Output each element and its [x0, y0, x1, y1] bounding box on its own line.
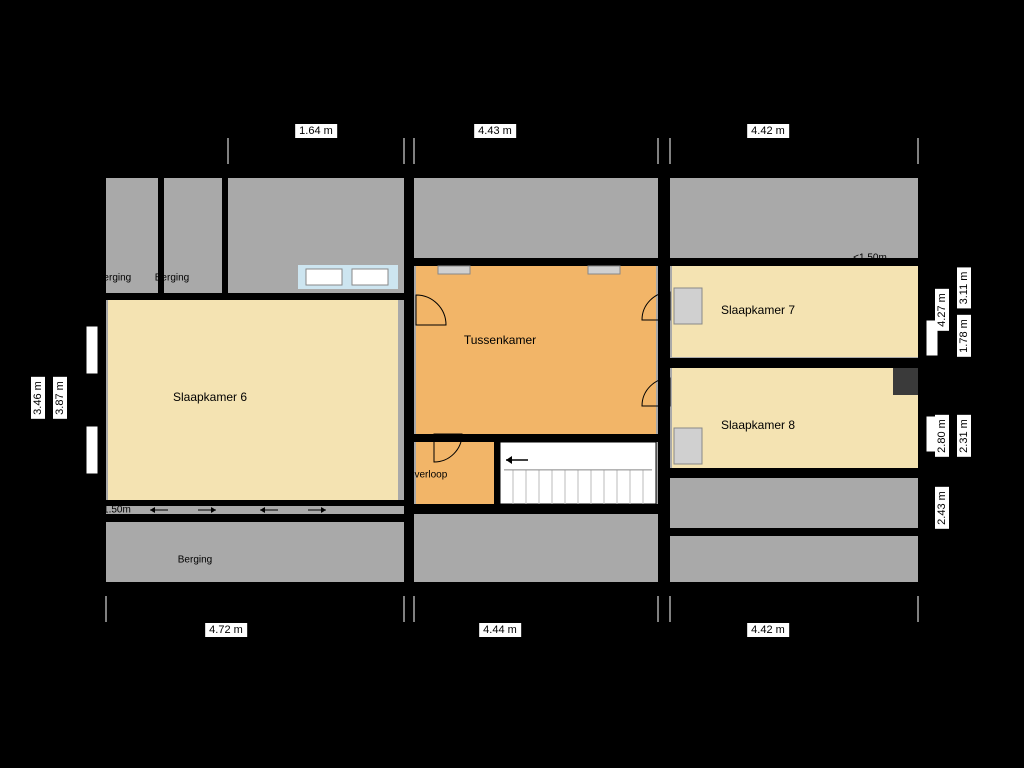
dim-label-bot1: 4.72 m	[205, 623, 247, 637]
room-label-berging1_lbl: Berging	[97, 273, 131, 284]
room-slaap6	[108, 300, 398, 500]
room-label-note1: <1.50m	[97, 505, 131, 516]
room-slaap8	[672, 368, 920, 468]
room-label-overloop_lbl: Overloop	[407, 470, 448, 481]
dim-label-r4: 2.80 m	[935, 415, 949, 457]
room-label-note2: <1.50m	[853, 253, 887, 264]
dim-label-r2: 3.11 m	[957, 268, 971, 309]
room-bot_mid	[416, 514, 656, 580]
floorplan-svg	[0, 0, 1024, 768]
room-bot_r_lower	[672, 536, 920, 580]
room-tussen	[416, 265, 656, 435]
dim-label-r5: 2.31 m	[957, 415, 971, 457]
dim-label-top2: 4.43 m	[474, 124, 516, 138]
room-label-slaap7_lbl: Slaapkamer 7	[721, 303, 795, 317]
room-label-berging2_lbl: Berging	[155, 273, 189, 284]
room-label-berging_bot_lbl: Berging	[178, 555, 212, 566]
dim-label-l1: 3.46 m	[31, 377, 45, 419]
dim-label-r6: 2.43 m	[935, 487, 949, 529]
dim-label-r1: 4.27 m	[935, 289, 949, 331]
room-berging_bot	[108, 522, 398, 580]
dim-label-top1: 1.64 m	[295, 124, 337, 138]
room-slaap7	[672, 265, 920, 357]
dim-label-l2: 3.87 m	[53, 377, 67, 419]
dim-label-bot2: 4.44 m	[479, 623, 521, 637]
floorplan-stage: Berging Berging Slaapkamer 6 Tussenkamer Ove…	[0, 0, 1024, 768]
dim-label-top3: 4.42 m	[747, 124, 789, 138]
dim-label-bot3: 4.42 m	[747, 623, 789, 637]
room-label-tussen_lbl: Tussenkamer	[464, 333, 536, 347]
dim-label-r3: 1.78 m	[957, 315, 971, 357]
room-darkbox	[893, 368, 920, 395]
room-label-slaap8_lbl: Slaapkamer 8	[721, 418, 795, 432]
room-label-slaap6_lbl: Slaapkamer 6	[173, 390, 247, 404]
room-bot_r_upper	[672, 478, 920, 528]
